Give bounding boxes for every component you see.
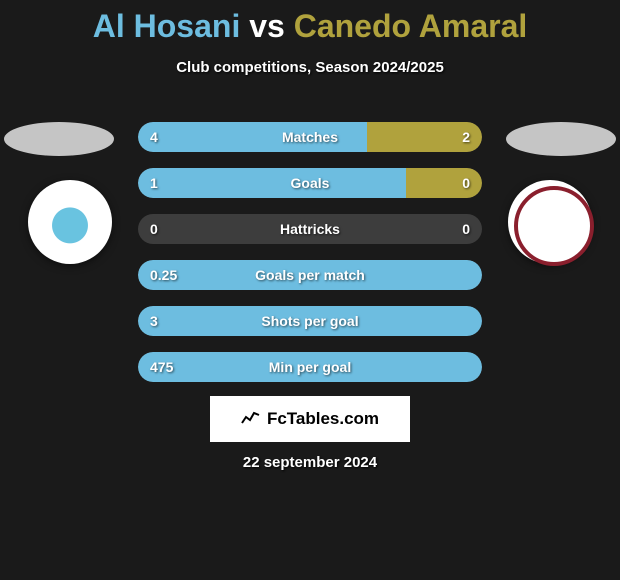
player1-name: Al Hosani [93, 8, 241, 44]
player1-club-badge [28, 180, 112, 264]
fctables-logo: FcTables.com [210, 396, 410, 442]
player2-name: Canedo Amaral [294, 8, 528, 44]
stat-row: 475Min per goal [138, 352, 482, 382]
stat-rows: 42Matches 10Goals 00Hattricks 0.25Goals per… [138, 122, 482, 398]
player2-shadow-ellipse [506, 122, 616, 156]
stat-label: Matches [138, 122, 482, 152]
stat-label: Goals [138, 168, 482, 198]
stat-label: Min per goal [138, 352, 482, 382]
stat-row: 00Hattricks [138, 214, 482, 244]
player1-shadow-ellipse [4, 122, 114, 156]
stat-row: 42Matches [138, 122, 482, 152]
subtitle: Club competitions, Season 2024/2025 [0, 59, 620, 76]
player2-club-badge [508, 180, 592, 264]
vs-text: vs [249, 8, 285, 44]
date-text: 22 september 2024 [0, 454, 620, 471]
stat-label: Goals per match [138, 260, 482, 290]
stat-row: 0.25Goals per match [138, 260, 482, 290]
stat-label: Hattricks [138, 214, 482, 244]
stat-row: 3Shots per goal [138, 306, 482, 336]
stat-row: 10Goals [138, 168, 482, 198]
stat-label: Shots per goal [138, 306, 482, 336]
infographic-container: Al Hosani vs Canedo Amaral Club competit… [0, 0, 620, 580]
title: Al Hosani vs Canedo Amaral [0, 0, 620, 45]
logo-icon [241, 409, 261, 430]
logo-text: FcTables.com [267, 409, 379, 429]
